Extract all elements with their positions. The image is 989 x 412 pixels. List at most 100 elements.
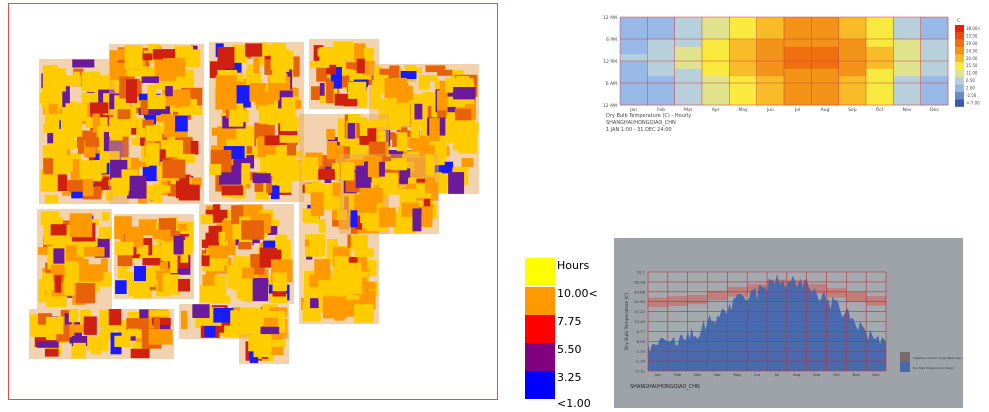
building <box>54 275 62 293</box>
heatmap-cell <box>822 68 826 77</box>
heatmap-cell <box>825 68 829 77</box>
heatmap-cell <box>890 24 894 33</box>
heatmap-cell <box>803 53 807 62</box>
building <box>343 98 358 107</box>
heatmap-cell <box>641 83 646 91</box>
heatmap-cell <box>740 68 744 77</box>
building <box>330 66 342 89</box>
heatmap-cell <box>893 24 897 33</box>
heatmap-cell <box>917 75 922 84</box>
heatmap-cell <box>917 61 922 69</box>
heatmap-cell <box>669 17 673 25</box>
heatmap-cell <box>827 31 831 40</box>
heatmap-cell <box>652 24 657 33</box>
heatmap-cell <box>841 90 845 99</box>
heatmap-cell <box>794 61 799 69</box>
heatmap-cell <box>822 97 826 106</box>
building <box>152 49 176 60</box>
heatmap-cell <box>825 90 829 99</box>
heatmap-cell <box>756 24 760 33</box>
heatmap-cell <box>803 31 807 40</box>
heatmap-cell <box>893 97 897 106</box>
heatmap-cell <box>652 75 657 84</box>
heatmap-cell <box>841 17 845 25</box>
heatmap-cell <box>671 46 676 55</box>
x-tick-label: Nov <box>853 372 861 377</box>
heatmap-cell <box>762 75 766 84</box>
heatmap-cell <box>841 53 845 62</box>
legend-label: 6.50 <box>966 78 975 83</box>
heatmap-cell <box>671 39 676 47</box>
heatmap-cell <box>658 83 662 91</box>
heatmap-cell <box>838 83 842 91</box>
heatmap-cell <box>846 90 851 99</box>
heatmap-cell <box>868 17 872 25</box>
heatmap-cell <box>868 75 872 84</box>
heatmap-cell <box>680 61 684 69</box>
y-tick-label: 6.05 <box>637 339 646 344</box>
heatmap-cell <box>740 97 744 106</box>
heatmap-cell <box>691 97 695 106</box>
heatmap-cell <box>876 53 881 62</box>
heatmap-cell <box>702 31 706 40</box>
heatmap-cell <box>712 90 717 99</box>
heatmap-cell <box>710 46 714 55</box>
heatmap-cell <box>764 68 769 77</box>
building <box>326 239 338 262</box>
heatmap-cell <box>641 61 646 69</box>
heatmap-cell <box>691 75 695 84</box>
building <box>213 307 234 323</box>
building <box>174 89 191 108</box>
heatmap-cell <box>704 31 708 40</box>
heatmap-cell <box>762 90 766 99</box>
heatmap-cell <box>661 31 665 40</box>
heatmap-cell <box>808 68 812 77</box>
heatmap-cell <box>723 53 728 62</box>
heatmap-cell <box>896 17 900 25</box>
heatmap-cell <box>691 90 695 99</box>
heatmap-cell <box>666 46 670 55</box>
heatmap-cell <box>715 17 719 25</box>
heatmap-cell <box>762 68 766 77</box>
heatmap-cell <box>762 24 766 33</box>
heatmap-cell <box>926 68 930 77</box>
heatmap-cell <box>707 97 711 106</box>
heatmap-cell <box>625 90 629 99</box>
heatmap-cell <box>674 61 678 69</box>
heatmap-cell <box>718 46 722 55</box>
heatmap-cell <box>753 39 758 47</box>
y-tick-label: 28.38 <box>634 279 645 284</box>
building <box>160 139 183 158</box>
heatmap-cell <box>898 46 903 55</box>
building <box>142 119 155 128</box>
heatmap-cell <box>721 24 725 33</box>
heatmap-cell <box>718 97 722 106</box>
heatmap-cell <box>636 68 640 77</box>
heatmap-cell <box>811 75 815 84</box>
heatmap-cell <box>699 46 703 55</box>
heatmap-cell <box>625 24 629 33</box>
heatmap-cell <box>688 46 692 55</box>
heatmap-cell <box>805 61 810 69</box>
heatmap-cell <box>923 46 927 55</box>
heatmap-cell <box>819 90 823 99</box>
heatmap-cell <box>868 83 872 91</box>
heatmap-cell <box>890 17 894 25</box>
legend-label: 10.00< <box>557 287 598 300</box>
building <box>36 341 59 348</box>
heatmap-cell <box>909 75 913 84</box>
heatmap-cell <box>740 75 744 84</box>
heatmap-cell <box>620 53 624 62</box>
heatmap-cell <box>937 39 941 47</box>
heatmap-cell <box>688 90 692 99</box>
heatmap-cell <box>786 61 790 69</box>
heatmap-cell <box>838 68 842 77</box>
heatmap-cell <box>863 75 867 84</box>
heatmap-cell <box>928 68 933 77</box>
heatmap-cell <box>696 61 700 69</box>
heatmap-cell <box>652 90 657 99</box>
building <box>286 141 297 156</box>
heatmap-cell <box>778 24 782 33</box>
y-tick-label: 24.66 <box>634 289 645 294</box>
building <box>89 149 96 170</box>
